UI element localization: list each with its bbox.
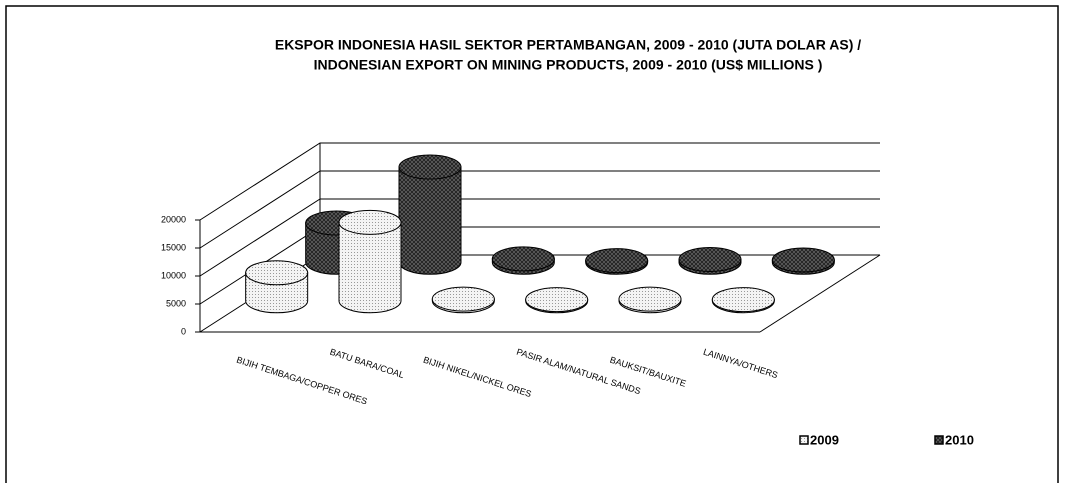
chart-title: EKSPOR INDONESIA HASIL SEKTOR PERTAMBANG…	[275, 37, 861, 53]
bar	[771, 247, 835, 275]
y-tick-label: 0	[181, 326, 186, 336]
x-tick-label: LAINNYA/OTHERS	[702, 347, 779, 381]
cylinder-top	[245, 260, 309, 286]
legend-label: 2010	[945, 432, 974, 447]
cylinder-top	[678, 246, 742, 272]
cylinder-side	[338, 221, 402, 314]
legend-swatch	[799, 435, 809, 445]
bar	[711, 287, 775, 314]
legend-label: 2009	[810, 432, 839, 447]
y-tick-label: 10000	[161, 270, 186, 280]
frame	[5, 5, 1059, 483]
cylinder-top	[525, 287, 589, 313]
bar	[525, 287, 589, 314]
bar	[398, 154, 462, 275]
cylinder-top	[338, 209, 402, 235]
cylinder-top	[398, 154, 462, 180]
y-tick-label: 15000	[161, 242, 186, 252]
y-tick-label: 5000	[166, 298, 186, 308]
bar	[245, 260, 309, 314]
cylinder-top	[771, 247, 835, 273]
x-tick-label: PASIR ALAM/NATURAL SANDS	[515, 347, 642, 397]
bar	[491, 246, 555, 275]
cylinder-top	[491, 246, 555, 272]
cylinder-top	[711, 287, 775, 313]
x-tick-label: BATU BARA/COAL	[329, 347, 406, 380]
cylinder-top	[618, 286, 682, 312]
bar	[431, 286, 495, 314]
legend-swatch	[934, 435, 944, 445]
bar	[678, 246, 742, 275]
grid-line	[199, 198, 880, 277]
y-tick-label: 20000	[161, 214, 186, 224]
cylinder-top	[585, 248, 649, 274]
bar	[338, 209, 402, 314]
grid-line	[199, 170, 880, 249]
bar	[585, 248, 649, 275]
bar	[618, 286, 682, 314]
cylinder-side	[398, 166, 462, 275]
chart-title: INDONESIAN EXPORT ON MINING PRODUCTS, 20…	[314, 57, 823, 73]
cylinder-top	[431, 286, 495, 312]
floor-line	[759, 254, 881, 333]
grid-line	[199, 142, 880, 221]
x-tick-label: BIJIH NIKEL/NICKEL ORES	[422, 355, 533, 399]
